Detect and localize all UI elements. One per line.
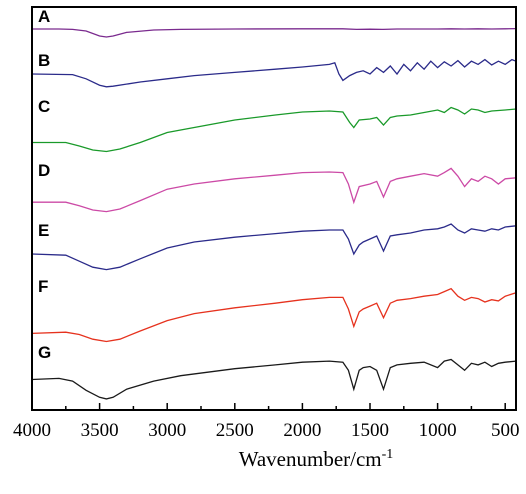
x-tick-label: 4000 <box>13 420 51 441</box>
x-tick-label: 2500 <box>216 420 254 441</box>
x-tick-label: 1000 <box>419 420 457 441</box>
series-label-f: F <box>38 277 48 296</box>
series-label-g: G <box>38 343 51 362</box>
series-label-b: B <box>38 51 50 70</box>
x-axis-tick-labels: 4000 3500 3000 2500 2000 1500 1000 500 <box>13 420 519 441</box>
x-axis-title-superscript: -1 <box>382 447 394 462</box>
series-line-b <box>31 58 517 88</box>
series-label-d: D <box>38 161 50 180</box>
series-labels: A B C D E F G <box>38 7 51 362</box>
x-axis-title: Wavenumber/cm-1 <box>239 447 394 471</box>
x-tick-label: 500 <box>491 420 520 441</box>
series-label-a: A <box>38 7 50 26</box>
x-axis-title-main: Wavenumber/cm <box>239 447 382 471</box>
series-line-d <box>32 167 517 213</box>
series-line-a <box>32 27 517 38</box>
series-line-g <box>31 358 517 400</box>
x-tick-label: 3500 <box>81 420 119 441</box>
x-tick-label: 2000 <box>283 420 321 441</box>
series-label-c: C <box>38 97 50 116</box>
x-axis-ticks <box>31 403 506 410</box>
series-line-f <box>31 287 517 343</box>
series-line-e <box>31 223 517 271</box>
series-label-e: E <box>38 221 49 240</box>
x-tick-label: 3000 <box>148 420 186 441</box>
series-line-c <box>32 106 517 153</box>
plot-series <box>31 27 517 400</box>
plot-frame <box>31 6 517 411</box>
x-tick-label: 1500 <box>351 420 389 441</box>
